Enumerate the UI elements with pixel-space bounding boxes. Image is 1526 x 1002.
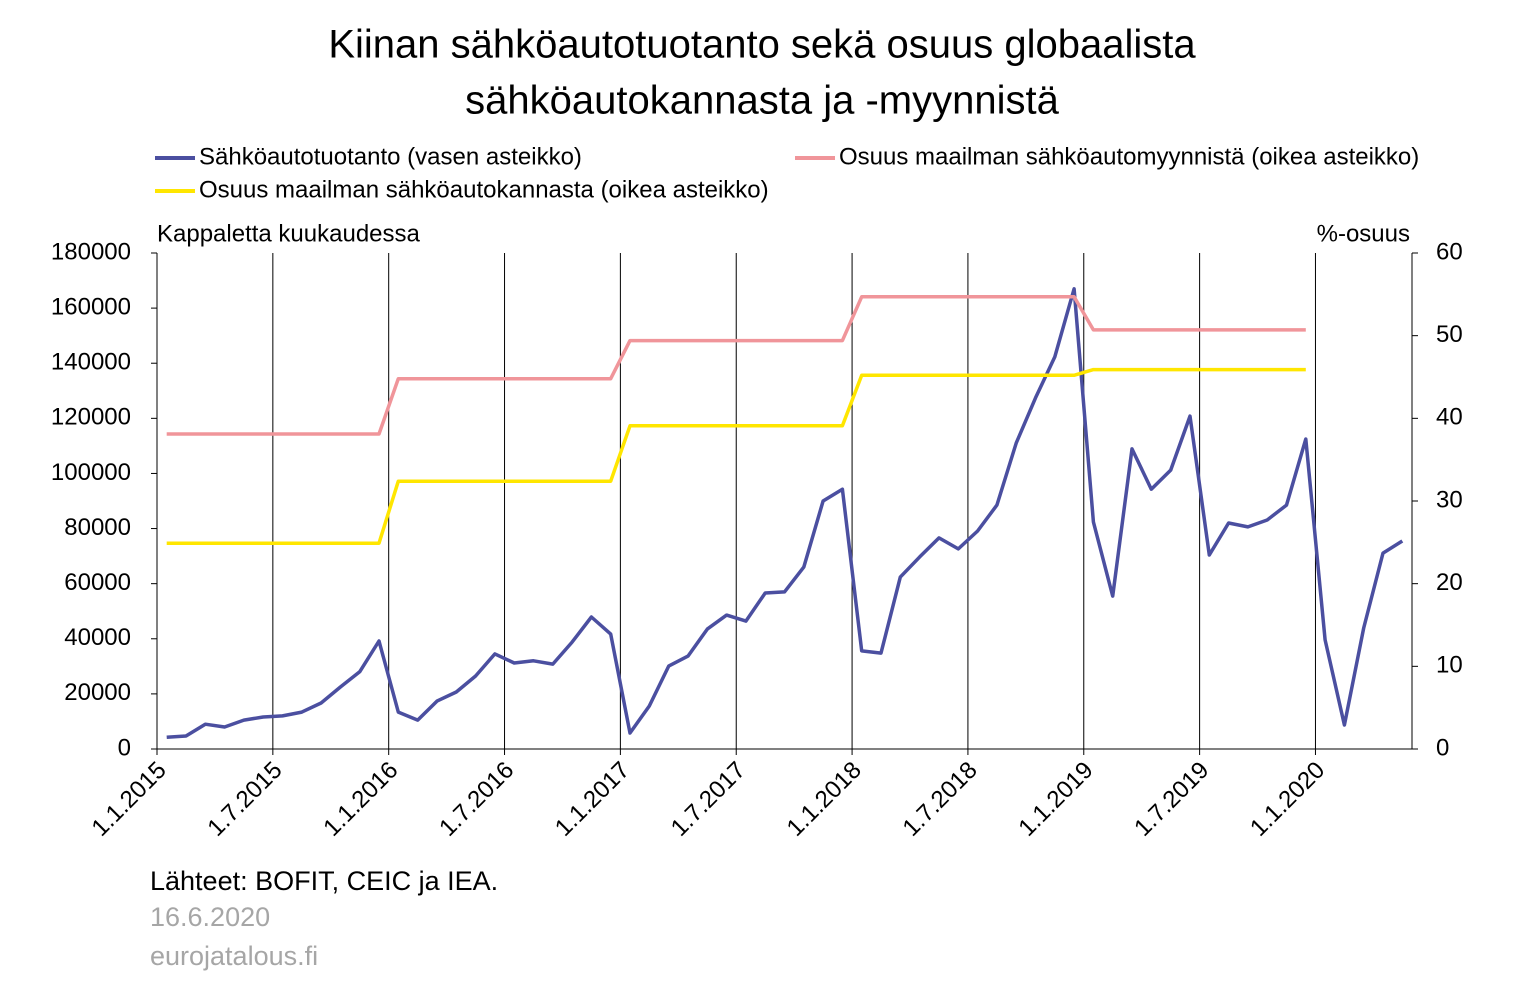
x-tick-label: 1.1.2017 [550,757,635,842]
x-tick-label: 1.1.2016 [318,757,403,842]
x-tick-label: 1.7.2017 [666,757,751,842]
date: 16.6.2020 [150,902,270,932]
y-tick-label: 40000 [64,624,131,651]
legend-label: Osuus maailman sähköautokannasta (oikea … [199,176,769,203]
x-tick-label: 1.7.2016 [434,757,519,842]
x-tick-label: 1.7.2019 [1129,757,1214,842]
series-line [166,287,1404,739]
y2-tick-label: 50 [1436,321,1463,348]
sources: Lähteet: BOFIT, CEIC ja IEA. [150,866,498,896]
x-tick-label: 1.1.2015 [87,757,172,842]
y2-axis-title: %-osuus [1317,220,1410,247]
site: eurojatalous.fi [150,941,318,971]
chart-title: Kiinan sähköautotuotanto sekä osuus glob… [328,23,1196,67]
y-tick-label: 20000 [64,679,131,706]
y-tick-label: 80000 [64,514,131,541]
x-tick-label: 1.1.2020 [1245,757,1330,842]
y-axis-title: Kappaletta kuukaudessa [157,220,421,247]
y-tick-label: 120000 [51,404,131,431]
y-tick-label: 140000 [51,349,131,376]
x-tick-label: 1.1.2019 [1013,757,1098,842]
y-tick-label: 180000 [51,238,131,265]
y2-tick-label: 40 [1436,404,1463,431]
y2-tick-label: 30 [1436,486,1463,513]
y-tick-label: 100000 [51,459,131,486]
y-tick-label: 60000 [64,569,131,596]
y2-tick-label: 60 [1436,238,1463,265]
chart-title: sähköautokannasta ja -myynnistä [465,79,1059,123]
y-tick-label: 0 [118,734,131,761]
y2-tick-label: 20 [1436,569,1463,596]
legend-label: Osuus maailman sähköautomyynnistä (oikea… [839,143,1419,170]
y2-tick-label: 10 [1436,652,1463,679]
x-tick-label: 1.1.2018 [782,757,867,842]
x-tick-label: 1.7.2015 [202,757,287,842]
legend-label: Sähköautotuotanto (vasen asteikko) [199,143,582,170]
y-tick-label: 160000 [51,293,131,320]
series-line [166,295,1306,436]
x-tick-label: 1.7.2018 [898,757,983,842]
y2-tick-label: 0 [1436,734,1449,761]
series-line [166,367,1306,545]
